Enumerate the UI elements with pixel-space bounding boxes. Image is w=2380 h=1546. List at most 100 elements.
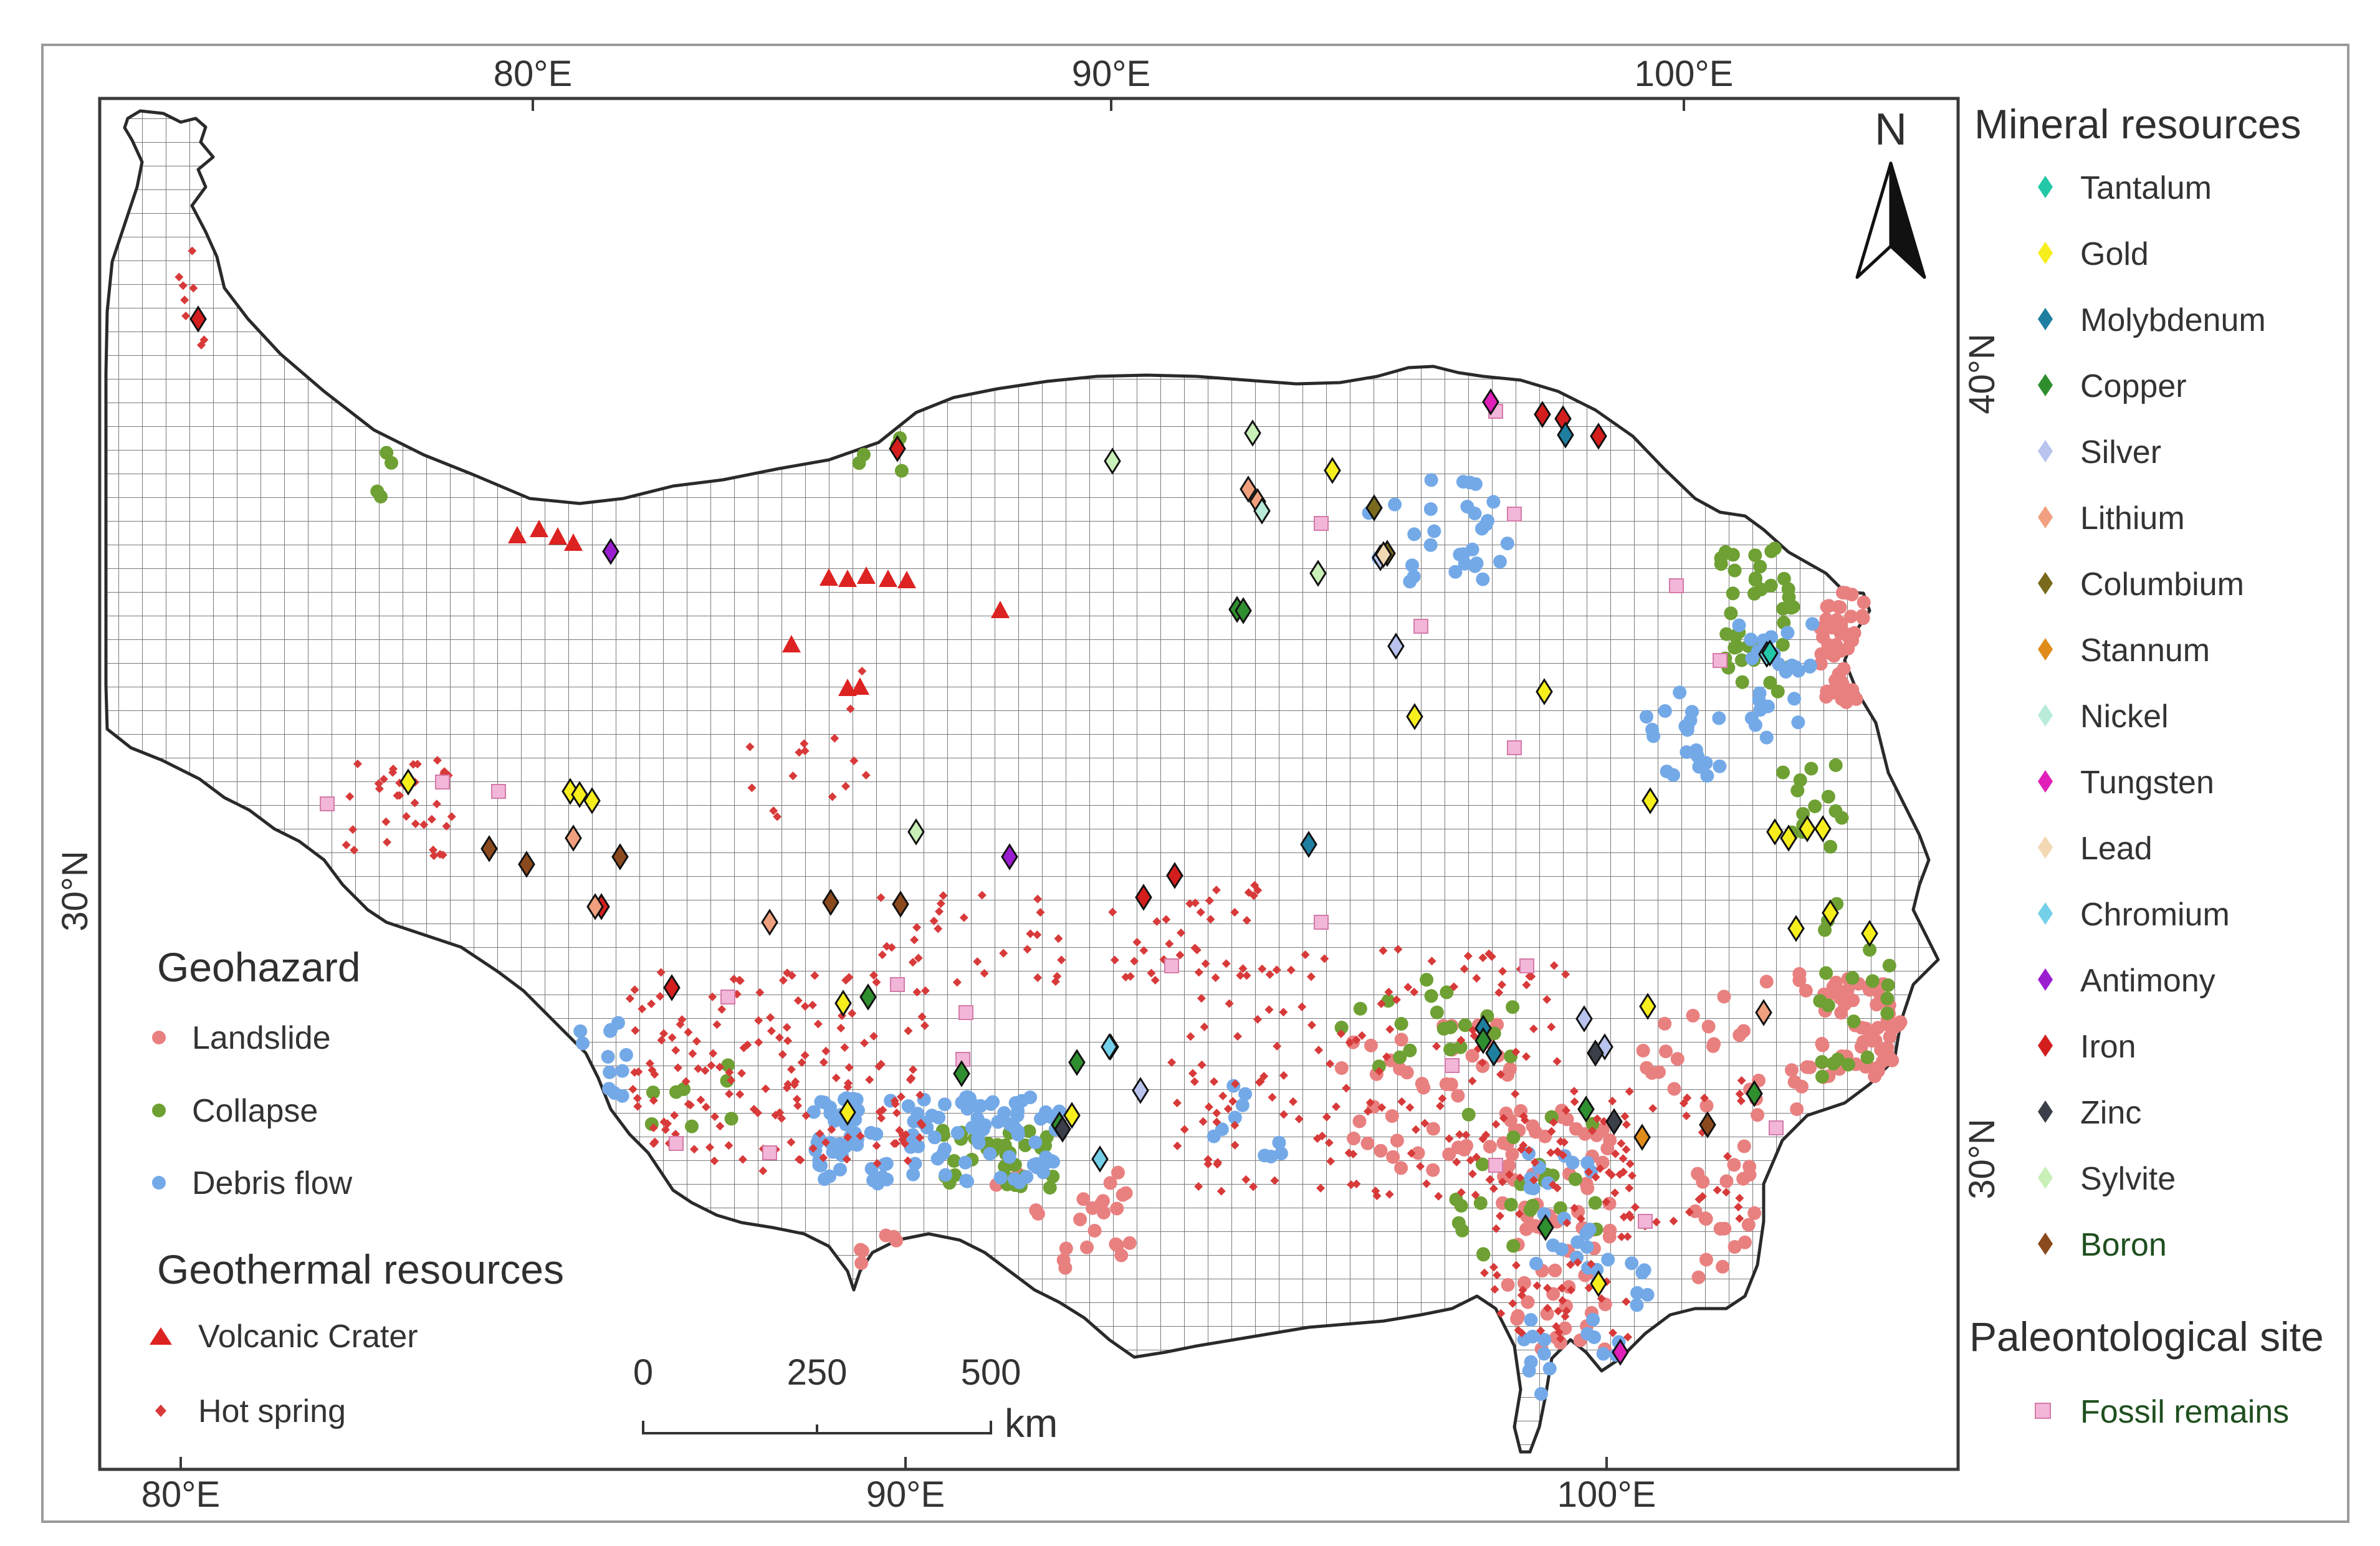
hot-spring-point <box>1479 1268 1489 1277</box>
hot-spring-point <box>1562 1306 1571 1315</box>
debris-flow-point <box>1780 626 1795 640</box>
mineral-legend-icon <box>2038 176 2053 198</box>
hot-spring-point <box>1558 1296 1567 1305</box>
collapse-point <box>1506 1130 1521 1145</box>
debris-flow-point <box>958 1155 972 1170</box>
fossil-remains-point <box>1507 740 1522 755</box>
debris-flow-point <box>1008 1096 1023 1110</box>
landslide-point <box>1122 1236 1137 1250</box>
debris-flow-point <box>1630 1298 1644 1312</box>
hot-spring-point <box>878 1105 887 1115</box>
landslide-point <box>1738 1235 1752 1249</box>
hot-spring-point <box>1735 1193 1744 1203</box>
debris-flow-point <box>1691 749 1705 763</box>
hot-spring-point <box>1735 1089 1744 1099</box>
mineral-deposit-point <box>586 893 604 920</box>
landslide-point <box>1823 986 1837 1001</box>
hot-spring-point <box>1273 1041 1282 1051</box>
hot-spring-point <box>1057 955 1066 965</box>
hot-spring-point <box>688 1049 697 1058</box>
landslide-point <box>1893 1015 1908 1029</box>
mineral-deposit-point <box>1091 1145 1109 1173</box>
hot-spring-point <box>1536 1326 1546 1335</box>
hot-spring-point <box>1618 1154 1628 1163</box>
hot-spring-point <box>1736 1096 1746 1105</box>
hot-spring-point <box>1496 1211 1505 1221</box>
volcanic-crater-point <box>838 570 857 587</box>
hot-spring-point <box>758 1167 768 1176</box>
collapse-point <box>1775 637 1790 652</box>
hot-spring-point <box>738 1155 747 1164</box>
hot-spring-point <box>1449 982 1458 991</box>
debris-flow-point <box>1587 1330 1601 1344</box>
debris-flow-point <box>1640 1287 1655 1302</box>
hot-spring-point <box>1685 1208 1694 1217</box>
hot-spring-point <box>684 1028 693 1037</box>
hot-spring-point <box>920 986 930 995</box>
hot-spring-point <box>1734 1203 1743 1212</box>
landslide-point <box>1759 975 1774 989</box>
collapse-point <box>1440 985 1454 1000</box>
landslide-point <box>1517 1276 1531 1290</box>
hot-spring-point <box>1213 1158 1223 1167</box>
hot-spring-point <box>1203 1155 1213 1164</box>
landslide-point <box>1698 1211 1713 1226</box>
hot-spring-point <box>633 1094 642 1103</box>
hot-spring-point <box>1336 1029 1345 1039</box>
mineral-deposit-point <box>1375 541 1392 568</box>
debris-flow-point <box>1258 1148 1272 1163</box>
mineral-deposit-point <box>571 781 588 808</box>
collapse-point <box>1808 799 1822 813</box>
collapse-point <box>1506 1000 1520 1014</box>
collapse-point <box>1504 1198 1518 1212</box>
debris-flow-point <box>608 1086 621 1100</box>
hot-spring-point <box>1511 1047 1521 1057</box>
hot-spring-point <box>1562 1218 1572 1228</box>
hot-spring-point <box>1481 1130 1491 1140</box>
landslide-point <box>1352 1114 1367 1128</box>
collapse-point <box>1804 761 1818 776</box>
collapse-point <box>1882 958 1896 973</box>
hot-spring-point <box>892 1109 901 1118</box>
collapse-point <box>1860 1050 1875 1064</box>
hot-spring-point <box>1347 1180 1356 1190</box>
hot-spring-point <box>1320 954 1329 963</box>
hot-spring-point <box>908 958 917 967</box>
landslide-point <box>1835 692 1849 706</box>
debris-flow-point <box>601 1049 615 1064</box>
hot-spring-point <box>1525 971 1534 981</box>
mineral-deposit-point <box>399 768 417 796</box>
hot-spring-point <box>388 768 398 777</box>
hot-spring-point <box>1150 976 1160 985</box>
collapse-point <box>1726 586 1740 601</box>
hot-spring-legend-label: Hot spring <box>198 1393 346 1429</box>
landslide-point <box>1444 1077 1458 1092</box>
hot-spring-point <box>649 1096 658 1105</box>
landslide-point <box>1596 1122 1610 1137</box>
debris-flow-point <box>1791 715 1805 730</box>
hot-spring-point <box>1190 899 1200 908</box>
hot-spring-point <box>747 783 757 793</box>
mineral-legend-icon <box>2038 968 2053 991</box>
hot-spring-point <box>836 1023 846 1033</box>
hot-spring-point <box>657 1036 666 1045</box>
debris-flow-point <box>1779 664 1793 679</box>
hot-spring-point <box>188 246 197 255</box>
fossil-remains-point <box>958 1005 973 1020</box>
hot-spring-point <box>1508 1299 1517 1308</box>
hot-spring-point <box>1322 1112 1331 1122</box>
right-lat-label: 40°N <box>1962 333 2002 414</box>
hot-spring-point <box>1121 973 1130 982</box>
hot-spring-point <box>724 1141 734 1150</box>
volcanic-crater-point <box>838 679 857 696</box>
collapse-point <box>1749 571 1762 585</box>
debris-flow-point <box>1453 548 1467 561</box>
fossil-remains-point <box>669 1136 684 1151</box>
landslide-point <box>1097 1206 1111 1219</box>
hot-spring-point <box>1194 1181 1203 1191</box>
hot-spring-point <box>783 1079 793 1089</box>
landslide-point <box>1742 1160 1757 1174</box>
hot-spring-point <box>1241 1175 1251 1184</box>
hot-spring-point <box>1212 1109 1221 1118</box>
hot-spring-point <box>1259 1072 1269 1081</box>
